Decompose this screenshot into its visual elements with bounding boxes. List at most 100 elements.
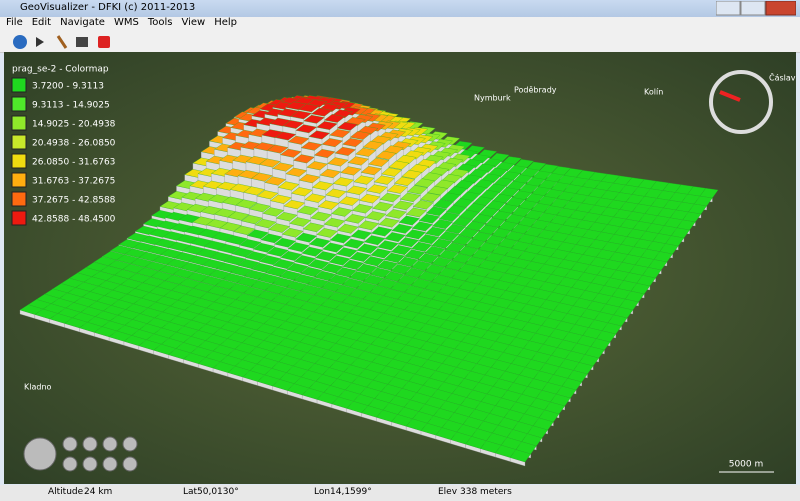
block-top xyxy=(500,171,521,181)
block-top xyxy=(254,218,277,229)
block-top xyxy=(363,256,385,267)
scale-label: 5000 m xyxy=(729,460,764,470)
block-top xyxy=(444,242,466,253)
block-top xyxy=(260,233,283,244)
block-top xyxy=(223,255,247,266)
block-top xyxy=(390,281,412,293)
block-top xyxy=(458,228,479,238)
block-top xyxy=(411,241,433,252)
block-top xyxy=(351,203,374,214)
block-top xyxy=(329,233,352,244)
menu-item[interactable]: Tools xyxy=(147,17,173,28)
block-top xyxy=(344,214,366,224)
block-top xyxy=(335,267,357,278)
block-top xyxy=(364,235,386,246)
block-top xyxy=(287,135,310,145)
menu-item[interactable]: Edit xyxy=(31,17,52,28)
block-top xyxy=(225,235,248,245)
block-top xyxy=(251,262,274,273)
block-top xyxy=(478,224,499,235)
block-top xyxy=(391,223,413,234)
block-top xyxy=(295,124,318,134)
block-top xyxy=(431,238,453,249)
block-top xyxy=(266,144,289,154)
block-top xyxy=(285,167,308,177)
block-top xyxy=(316,121,338,130)
legend-swatch xyxy=(11,115,27,131)
block-top xyxy=(314,270,336,281)
block-top xyxy=(306,161,328,171)
block-top xyxy=(340,166,362,176)
block-top xyxy=(437,267,459,278)
block-top xyxy=(230,266,253,277)
block-top xyxy=(388,160,410,170)
block-top xyxy=(525,177,546,187)
block-top xyxy=(365,211,387,221)
status-value: 24 km xyxy=(84,487,113,497)
block-top xyxy=(356,243,379,254)
block-top xyxy=(300,266,323,277)
menu-item[interactable]: View xyxy=(181,17,206,28)
block-top xyxy=(219,222,242,232)
window-buttons[interactable] xyxy=(716,1,796,16)
block-top xyxy=(366,184,388,194)
menu-item[interactable]: Help xyxy=(214,17,238,28)
block-top xyxy=(302,222,325,233)
block-top xyxy=(518,183,539,194)
surface xyxy=(19,95,719,467)
block-top xyxy=(258,158,281,168)
block-top xyxy=(408,164,430,174)
block-top xyxy=(369,267,392,278)
menu-item[interactable]: WMS xyxy=(113,17,139,28)
block-top xyxy=(310,211,332,222)
block-top xyxy=(312,181,334,191)
block-top xyxy=(465,221,486,231)
map-view[interactable]: prag_se-2 - Colormap 3.7200 - 9.3113 9.311… xyxy=(4,52,796,484)
block-top xyxy=(274,237,297,248)
block-top xyxy=(378,217,400,228)
block-top xyxy=(404,229,426,240)
block-top xyxy=(325,188,347,198)
nav-controls[interactable] xyxy=(23,436,138,472)
place-label: Kladno xyxy=(24,383,52,392)
block-top xyxy=(349,271,371,282)
block-top xyxy=(311,107,333,117)
block-top xyxy=(316,228,338,238)
block-top xyxy=(233,225,256,236)
menu-item[interactable]: File xyxy=(6,17,23,28)
legend-label: 37.2675 - 42.8588 xyxy=(32,196,116,206)
block-top xyxy=(493,177,514,187)
block-top xyxy=(303,114,325,124)
block-top xyxy=(298,103,320,113)
block-top xyxy=(272,162,294,172)
compass[interactable] xyxy=(709,70,773,134)
status-label: Elev xyxy=(438,487,458,497)
block-top xyxy=(304,193,327,203)
block-top xyxy=(264,176,287,186)
block-top xyxy=(291,187,313,197)
block-top xyxy=(362,274,385,286)
block-top xyxy=(317,200,340,210)
block-top xyxy=(421,172,443,182)
toolbar-icons[interactable] xyxy=(0,31,120,52)
block-top xyxy=(286,263,309,273)
block-top xyxy=(371,226,393,237)
block-top xyxy=(407,185,428,195)
block-top xyxy=(458,246,479,257)
block-top xyxy=(244,270,267,280)
menu-item[interactable]: Navigate xyxy=(60,17,105,28)
block-top xyxy=(397,274,419,286)
block-top xyxy=(295,232,318,243)
block-top xyxy=(275,212,298,222)
block-top xyxy=(464,256,486,267)
block-top xyxy=(397,237,419,248)
block-top xyxy=(459,209,480,220)
block-top xyxy=(417,253,439,264)
legend-label: 31.6763 - 37.2675 xyxy=(32,177,115,187)
block-top xyxy=(412,221,433,232)
block-top xyxy=(433,199,454,209)
block-top xyxy=(451,253,472,264)
block-top xyxy=(346,185,368,195)
block-top xyxy=(349,251,372,262)
block-top xyxy=(334,285,357,296)
